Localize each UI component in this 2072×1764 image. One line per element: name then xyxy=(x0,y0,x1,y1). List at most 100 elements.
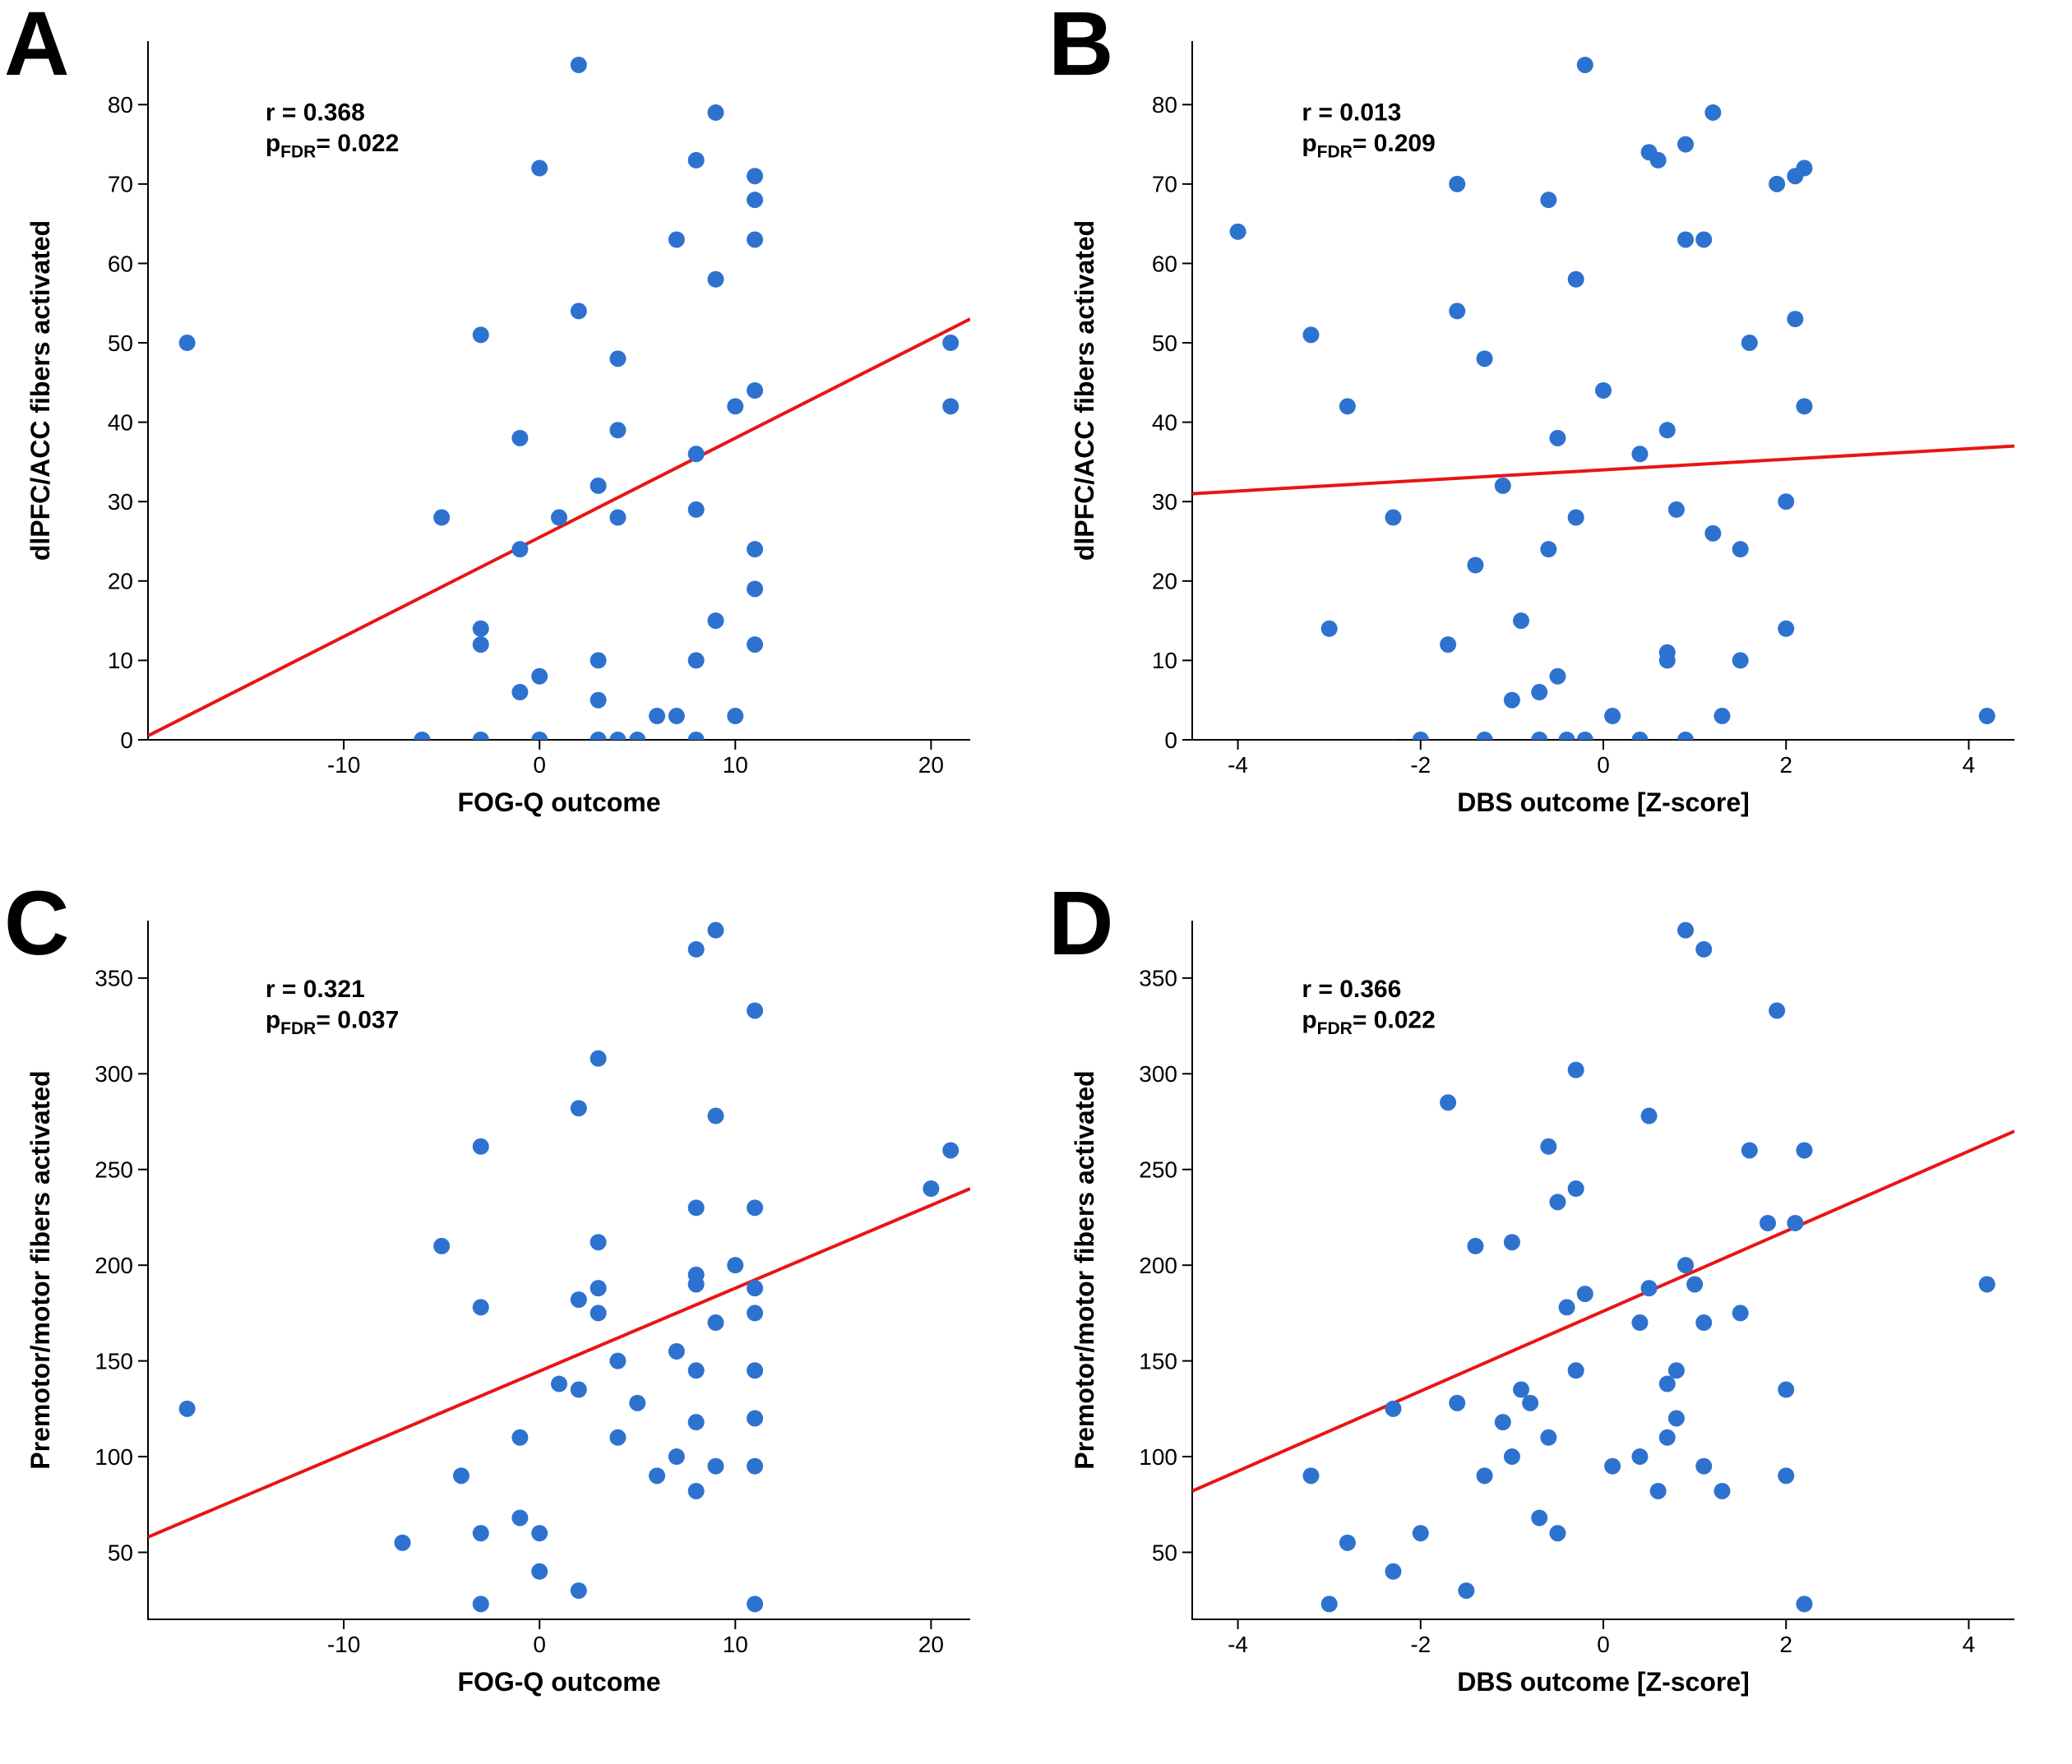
data-point xyxy=(1659,422,1676,438)
y-tick-label: 40 xyxy=(1152,409,1177,435)
data-point xyxy=(727,398,743,414)
data-point xyxy=(1704,104,1721,121)
data-point xyxy=(747,580,763,597)
x-tick-label: 4 xyxy=(1963,1632,1976,1657)
data-point xyxy=(688,1414,705,1430)
y-tick-label: 20 xyxy=(1152,569,1177,594)
data-point xyxy=(727,1257,743,1273)
data-point xyxy=(1449,302,1465,319)
stats-p: pFDR= 0.022 xyxy=(266,130,399,162)
data-point xyxy=(1577,1286,1593,1302)
y-tick-label: 50 xyxy=(108,330,133,356)
data-point xyxy=(1732,541,1749,557)
y-tick-label: 200 xyxy=(95,1253,133,1278)
data-point xyxy=(1677,732,1694,748)
data-point xyxy=(688,1267,705,1283)
data-point xyxy=(395,740,411,756)
y-tick-label: 40 xyxy=(108,409,133,435)
data-point xyxy=(609,350,626,367)
data-point xyxy=(1522,1395,1538,1411)
regression-line xyxy=(1192,1131,2014,1491)
data-point xyxy=(1695,1458,1712,1475)
data-point xyxy=(1641,144,1658,160)
x-tick-label: 10 xyxy=(723,1632,748,1657)
data-point xyxy=(571,1582,587,1599)
data-point xyxy=(179,1401,196,1417)
data-point xyxy=(688,152,705,169)
data-point xyxy=(747,382,763,399)
data-point xyxy=(590,1234,607,1250)
y-tick-label: 10 xyxy=(108,648,133,673)
scatter-chart-C: -100102050100150200250300350FOG-Q outcom… xyxy=(16,896,987,1718)
data-point xyxy=(1549,668,1566,685)
data-point xyxy=(727,708,743,724)
stats-p: pFDR= 0.037 xyxy=(266,1007,399,1039)
data-point xyxy=(1549,1525,1566,1541)
data-point xyxy=(1604,1458,1621,1475)
data-point xyxy=(1504,1234,1520,1250)
data-point xyxy=(1385,740,1401,756)
data-point xyxy=(1339,1535,1356,1551)
data-point xyxy=(1540,541,1556,557)
data-point xyxy=(511,684,528,700)
data-point xyxy=(609,510,626,526)
data-point xyxy=(511,1510,528,1526)
data-point xyxy=(1449,1395,1465,1411)
data-point xyxy=(747,192,763,208)
data-point xyxy=(1631,1448,1648,1465)
x-tick-label: 0 xyxy=(1597,1632,1610,1657)
y-tick-label: 50 xyxy=(1152,1540,1177,1565)
data-point xyxy=(629,732,645,748)
data-point xyxy=(649,708,665,724)
y-tick-label: 30 xyxy=(108,489,133,515)
data-point xyxy=(590,1051,607,1067)
data-point xyxy=(688,1362,705,1378)
data-point xyxy=(707,1314,724,1331)
data-point xyxy=(511,1429,528,1446)
x-tick-label: 20 xyxy=(918,752,944,778)
data-point xyxy=(1641,1280,1658,1296)
y-tick-label: 250 xyxy=(95,1157,133,1183)
data-point xyxy=(1495,478,1511,494)
data-point xyxy=(688,941,705,958)
data-point xyxy=(747,1595,763,1612)
figure-grid: A-100102001020304050607080FOG-Q outcomed… xyxy=(16,16,2056,1743)
stats-r: r = 0.366 xyxy=(1302,976,1401,1003)
stats-p: pFDR= 0.022 xyxy=(1302,1007,1435,1039)
data-point xyxy=(1695,1314,1712,1331)
y-tick-label: 150 xyxy=(1139,1348,1177,1374)
data-point xyxy=(1787,311,1803,327)
data-point xyxy=(688,652,705,668)
data-point xyxy=(1559,732,1575,748)
scatter-chart-A: -100102001020304050607080FOG-Q outcomedl… xyxy=(16,16,987,838)
data-point xyxy=(473,732,489,748)
panel-label-B: B xyxy=(1048,0,1113,96)
y-axis-title: dlPFC/ACC fibers activated xyxy=(1070,220,1099,561)
data-point xyxy=(1631,1314,1648,1331)
data-point xyxy=(1659,1429,1676,1446)
y-axis-title: dlPFC/ACC fibers activated xyxy=(25,220,55,561)
data-point xyxy=(688,446,705,462)
data-point xyxy=(1677,1257,1694,1273)
data-point xyxy=(747,1199,763,1216)
x-tick-label: 10 xyxy=(723,752,748,778)
data-point xyxy=(688,501,705,518)
data-point xyxy=(707,1458,724,1475)
data-point xyxy=(1531,684,1547,700)
data-point xyxy=(1449,176,1465,192)
data-point xyxy=(179,335,196,351)
panel-label-C: C xyxy=(4,871,69,976)
data-point xyxy=(531,1563,548,1580)
y-tick-label: 60 xyxy=(1152,251,1177,276)
y-tick-label: 20 xyxy=(108,569,133,594)
y-tick-label: 50 xyxy=(1152,330,1177,356)
x-tick-label: 4 xyxy=(1963,752,1976,778)
x-tick-label: 0 xyxy=(1597,752,1610,778)
panel-A: A-100102001020304050607080FOG-Q outcomed… xyxy=(16,16,1011,863)
data-point xyxy=(1440,636,1456,653)
data-point xyxy=(707,104,724,121)
data-point xyxy=(531,1525,548,1541)
data-point xyxy=(1302,326,1319,343)
x-axis-title: FOG-Q outcome xyxy=(457,787,660,817)
data-point xyxy=(1631,732,1648,748)
